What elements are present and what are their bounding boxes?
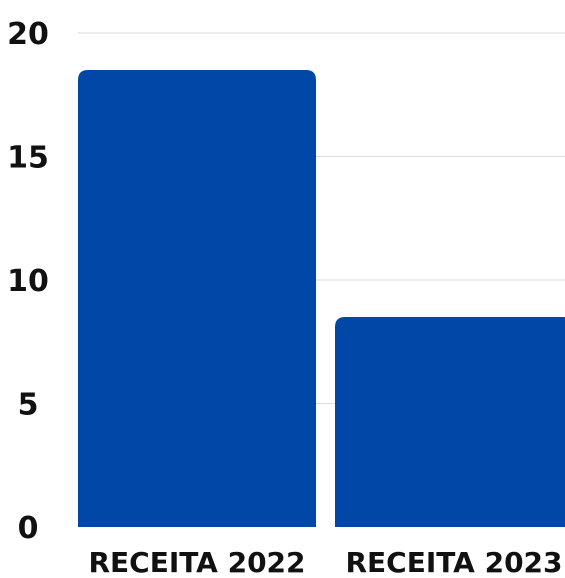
- y-axis-tick-labels: 0 5 10 15 20: [7, 17, 49, 546]
- bar-1: [78, 70, 316, 528]
- x-category-label: RECEITA 2022: [88, 546, 305, 578]
- y-tick-label: 5: [18, 388, 39, 423]
- y-tick-label: 0: [18, 511, 39, 546]
- y-tick-label: 10: [7, 264, 49, 299]
- bars: [78, 70, 565, 528]
- bar-2: [335, 317, 565, 527]
- x-category-label: RECEITA 2023: [345, 546, 562, 578]
- x-axis-category-labels: RECEITA 2022 RECEITA 2023: [88, 546, 562, 578]
- y-tick-label: 20: [7, 17, 49, 52]
- y-tick-label: 15: [7, 141, 49, 176]
